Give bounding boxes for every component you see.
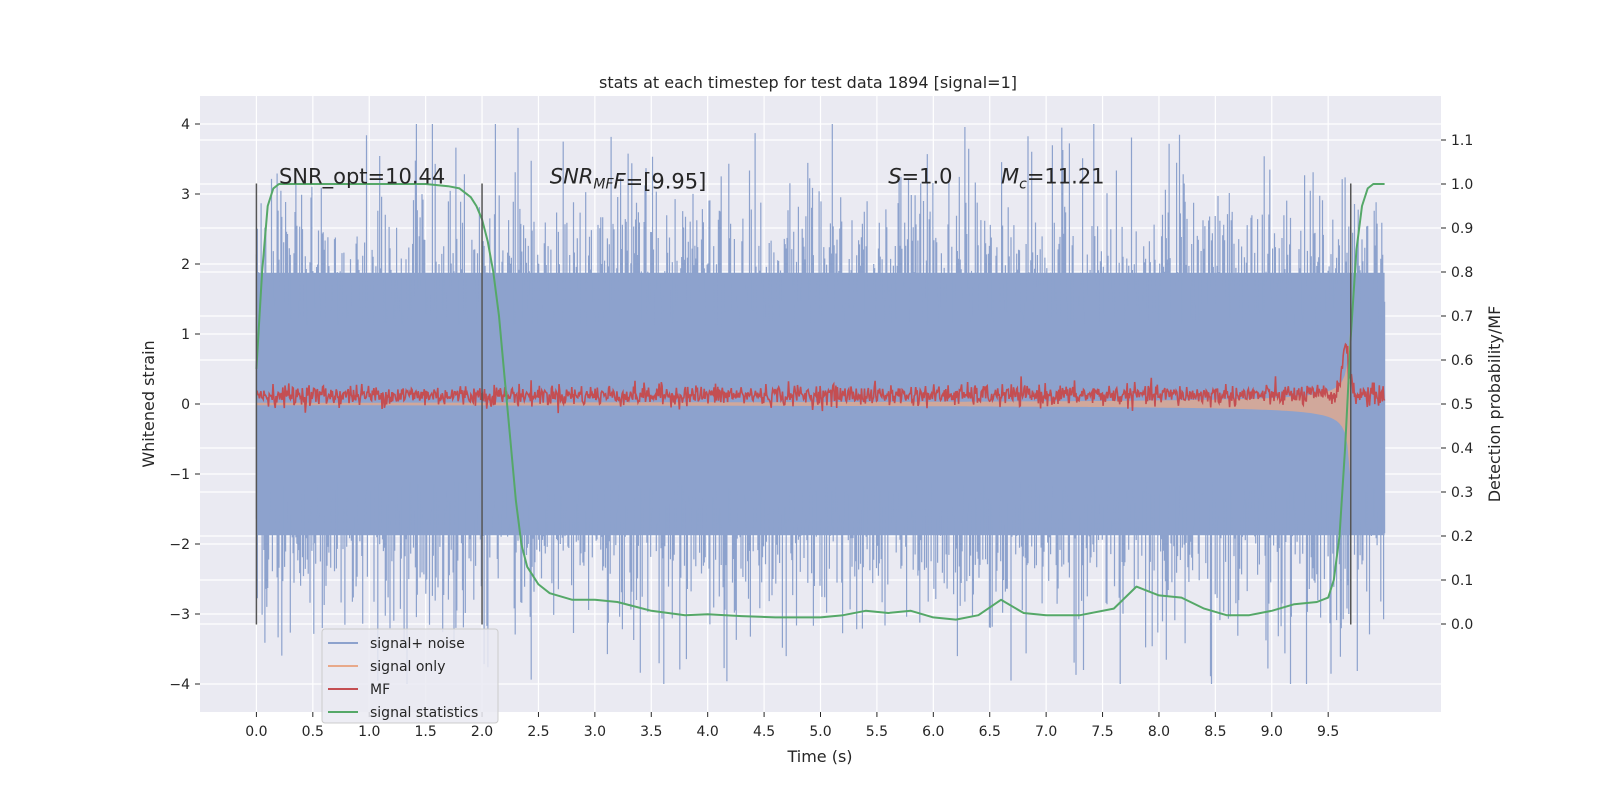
y-tick-label: −1: [169, 467, 190, 483]
annotation: S=1.0: [888, 165, 952, 189]
legend-entry: signal statistics: [370, 705, 478, 721]
legend-entry: MF: [370, 682, 390, 698]
x-axis-label: Time (s): [786, 747, 852, 766]
y-axis-right-label: Detection probability/MF: [1485, 306, 1504, 503]
y-axis-left: −4 −3 −2 −1 0 1 2 3 4: [169, 117, 200, 693]
y-right-tick-label: 0.2: [1451, 529, 1473, 545]
x-tick-label: 9.5: [1317, 724, 1339, 740]
y-right-tick-label: 0.3: [1451, 485, 1473, 501]
y-tick-label: −2: [169, 537, 190, 553]
annotations: SNR_opt=10.44 SNRMFF=[9.95] S=1.0 Mc=11.21: [279, 165, 1105, 194]
x-tick-label: 5.5: [866, 724, 888, 740]
x-tick-label: 6.5: [979, 724, 1001, 740]
x-tick-label: 1.0: [358, 724, 380, 740]
annotation: Mc=11.21: [1001, 165, 1105, 193]
y-right-tick-label: 0.6: [1451, 353, 1473, 369]
x-tick-label: 8.0: [1148, 724, 1170, 740]
signal-statistics-line: [255, 183, 1385, 621]
y-right-tick-label: 0.5: [1451, 397, 1473, 413]
chart-title: stats at each timestep for test data 189…: [599, 73, 1017, 92]
y-right-tick-label: 0.9: [1451, 221, 1473, 237]
annotation: SNRMFF=[9.95]: [550, 165, 707, 194]
series-signal-statistics: [255, 183, 1385, 621]
series-mf: [256, 342, 1386, 414]
plot-area: SNR_opt=10.44 SNRMFF=[9.95] S=1.0 Mc=11.21: [200, 96, 1441, 712]
x-tick-label: 7.0: [1035, 724, 1057, 740]
x-tick-label: 3.0: [584, 724, 606, 740]
x-tick-label: 5.0: [809, 724, 831, 740]
y-tick-label: −4: [169, 677, 190, 693]
x-tick-label: 4.0: [697, 724, 719, 740]
x-tick-label: 0.5: [302, 724, 324, 740]
y-tick-label: 2: [181, 257, 190, 273]
y-tick-label: 4: [181, 117, 190, 133]
legend-entry: signal+ noise: [370, 636, 465, 652]
x-tick-label: 3.5: [640, 724, 662, 740]
x-tick-label: 8.5: [1204, 724, 1226, 740]
signal-envelope: [256, 330, 1351, 478]
x-tick-label: 2.0: [471, 724, 493, 740]
mf-trace: [256, 342, 1386, 414]
series-layer: [255, 124, 1386, 684]
x-tick-label: 0.0: [245, 724, 267, 740]
x-tick-label: 9.0: [1261, 724, 1283, 740]
x-tick-label: 7.5: [1091, 724, 1113, 740]
y-tick-label: 3: [181, 187, 190, 203]
legend-entry: signal only: [370, 659, 445, 675]
y-right-tick-label: 1.1: [1451, 133, 1473, 149]
y-tick-label: 1: [181, 327, 190, 343]
y-tick-label: −3: [169, 607, 190, 623]
x-axis: 0.0 0.5 1.0 1.5 2.0 2.5 3.0 3.5 4.0 4.5 5.0 5.5 6.0 6…: [245, 712, 1339, 740]
y-right-tick-label: 0.8: [1451, 265, 1473, 281]
series-signal-only: [256, 330, 1351, 478]
y-right-tick-label: 0.0: [1451, 617, 1473, 633]
vertical-markers: [255, 183, 1352, 625]
y-tick-label: 0: [181, 397, 190, 413]
x-tick-label: 6.0: [922, 724, 944, 740]
y-right-tick-label: 0.1: [1451, 573, 1473, 589]
y-right-tick-label: 1.0: [1451, 177, 1473, 193]
y-right-tick-label: 0.7: [1451, 309, 1473, 325]
y-right-tick-label: 0.4: [1451, 441, 1473, 457]
legend: signal+ noise signal only MF signal statist…: [321, 628, 499, 724]
annotation: SNR_opt=10.44: [279, 165, 445, 190]
y-axis-right: 0.0 0.1 0.2 0.3 0.4 0.5 0.6 0.7 0.8 0.9 1.0 1.1: [1441, 133, 1473, 633]
y-axis-label: Whitened strain: [139, 340, 158, 467]
legend-frame: [321, 628, 499, 724]
x-tick-label: 2.5: [527, 724, 549, 740]
x-tick-label: 4.5: [753, 724, 775, 740]
x-tick-label: 1.5: [415, 724, 437, 740]
